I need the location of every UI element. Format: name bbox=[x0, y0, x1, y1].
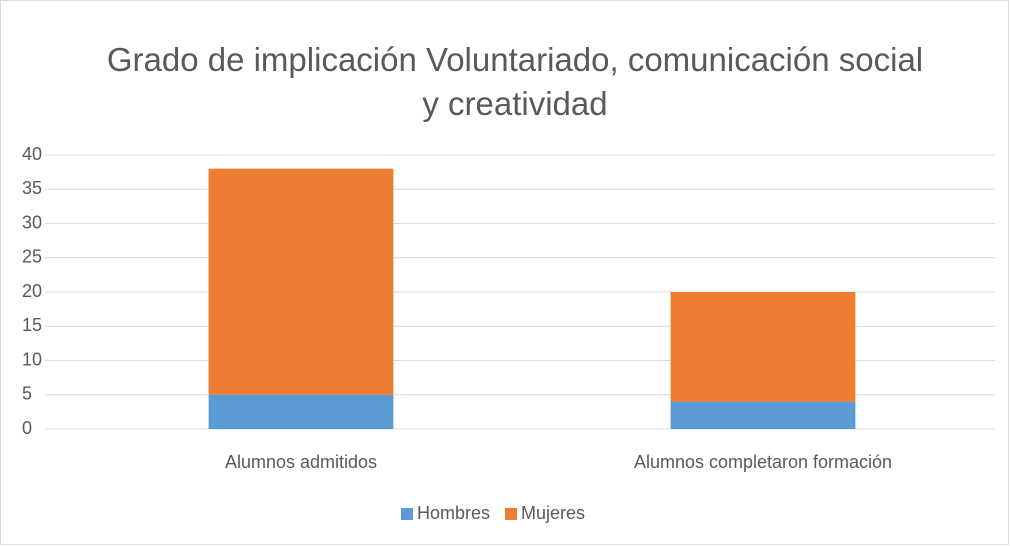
y-tick-label: 20 bbox=[22, 281, 42, 301]
x-tick-label: Alumnos completaron formación bbox=[634, 452, 892, 472]
y-tick-label: 25 bbox=[22, 247, 42, 267]
legend-label: Hombres bbox=[417, 503, 490, 523]
y-tick-label: 5 bbox=[22, 384, 32, 404]
chart-title: Grado de implicación Voluntariado, comun… bbox=[106, 41, 924, 122]
legend-swatch bbox=[401, 508, 413, 520]
bar-segment bbox=[670, 401, 856, 429]
bar-segment bbox=[670, 292, 856, 402]
y-tick-label: 30 bbox=[22, 212, 42, 232]
bar-segment bbox=[208, 394, 394, 429]
legend-label: Mujeres bbox=[521, 503, 585, 523]
y-tick-label: 0 bbox=[22, 418, 32, 438]
y-tick-label: 40 bbox=[22, 144, 42, 164]
bar-segment bbox=[208, 168, 394, 395]
y-tick-label: 15 bbox=[22, 315, 42, 335]
x-tick-label: Alumnos admitidos bbox=[225, 452, 377, 472]
y-tick-label: 10 bbox=[22, 349, 42, 369]
legend-swatch bbox=[505, 508, 517, 520]
y-tick-label: 35 bbox=[22, 178, 42, 198]
